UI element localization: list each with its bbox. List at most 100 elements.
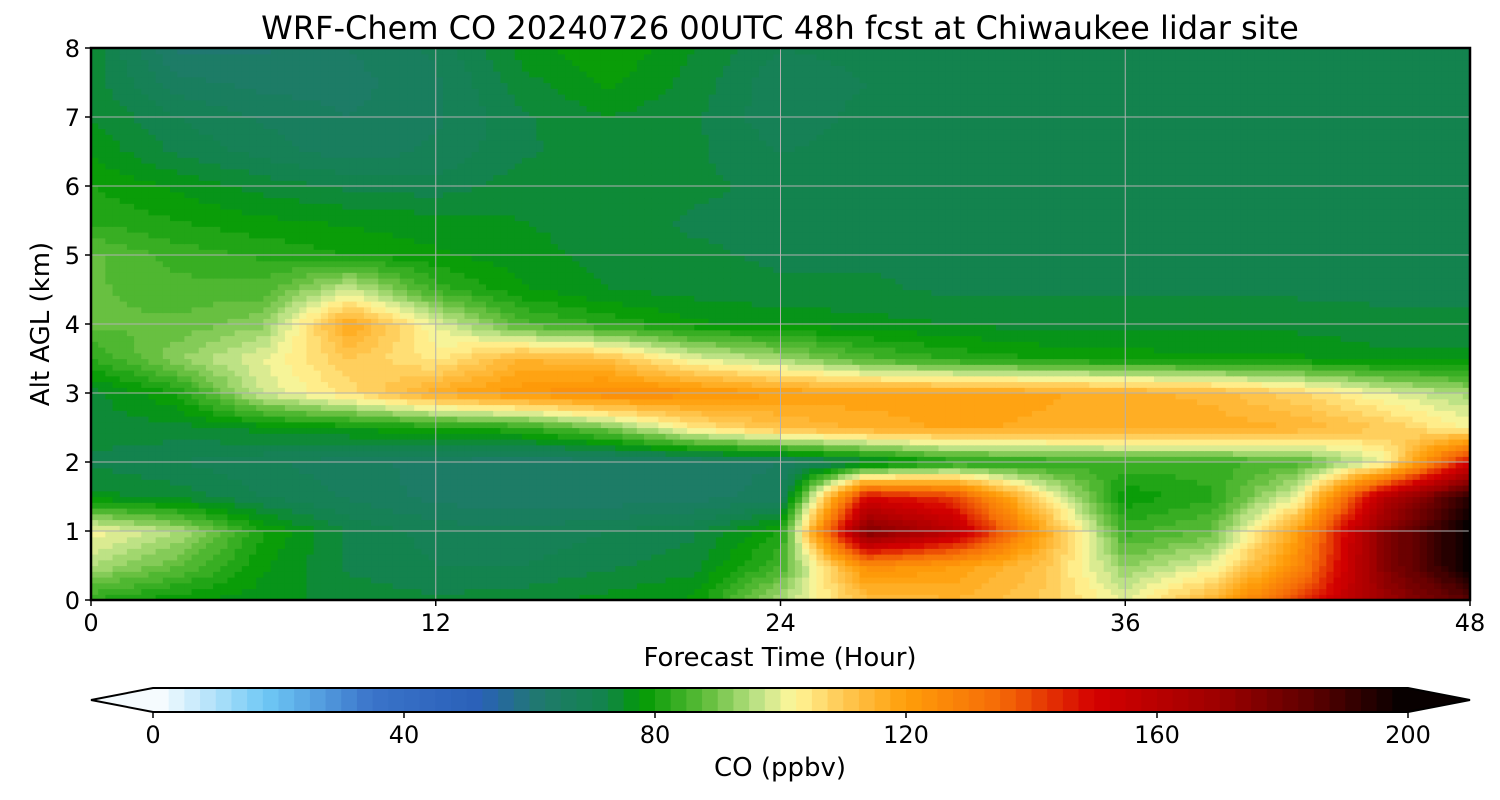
heatmap-cell <box>730 531 738 538</box>
heatmap-cell <box>550 536 559 544</box>
heatmap-cell <box>1003 594 1011 600</box>
heatmap-cell <box>1139 536 1148 544</box>
heatmap-cell <box>191 588 200 595</box>
heatmap-cell <box>514 559 523 567</box>
heatmap-cell <box>644 467 652 475</box>
heatmap-cell <box>665 577 674 584</box>
heatmap-cell <box>1024 554 1033 561</box>
heatmap-cell <box>414 577 422 584</box>
heatmap-cell <box>974 594 983 600</box>
heatmap-cell <box>155 565 164 572</box>
heatmap-cell <box>1074 462 1083 469</box>
heatmap-cell <box>1283 565 1292 572</box>
heatmap-cell <box>1333 548 1342 555</box>
heatmap-cell <box>1089 519 1098 526</box>
heatmap-cell <box>974 542 983 549</box>
heatmap-cell <box>1046 502 1055 509</box>
heatmap-cell <box>845 531 853 538</box>
heatmap-cell <box>478 496 487 503</box>
heatmap-cell <box>644 559 652 567</box>
heatmap-cell <box>241 531 250 538</box>
heatmap-cell <box>909 582 918 590</box>
heatmap-cell <box>464 519 473 526</box>
heatmap-cell <box>277 450 286 457</box>
heatmap-cell <box>830 559 839 567</box>
heatmap-cell <box>184 467 193 475</box>
heatmap-cell <box>737 456 746 463</box>
heatmap-cell <box>478 485 487 492</box>
heatmap-cell <box>536 565 545 572</box>
heatmap-cell <box>694 462 703 469</box>
heatmap-cell <box>500 479 509 486</box>
heatmap-cell <box>744 519 753 526</box>
heatmap-cell <box>126 577 135 584</box>
heatmap-cell <box>888 565 897 572</box>
heatmap-cell <box>895 548 904 555</box>
heatmap-cell <box>1362 473 1371 480</box>
heatmap-cell <box>1326 513 1335 521</box>
heatmap-cell <box>119 513 128 521</box>
heatmap-cell <box>1462 450 1470 457</box>
heatmap-cell <box>873 462 882 469</box>
heatmap-cell <box>162 594 171 600</box>
heatmap-cell <box>529 559 537 567</box>
heatmap-cell <box>687 479 695 486</box>
heatmap-cell <box>809 548 818 555</box>
heatmap-cell <box>320 496 329 503</box>
heatmap-cell <box>1412 462 1421 469</box>
heatmap-cell <box>550 577 559 584</box>
heatmap-cell <box>1340 450 1349 457</box>
heatmap-cell <box>1074 479 1083 486</box>
heatmap-cell <box>378 467 387 475</box>
heatmap-cell <box>1046 536 1055 544</box>
heatmap-cell <box>450 502 458 509</box>
heatmap-cell <box>493 508 501 515</box>
heatmap-cell <box>931 548 940 555</box>
heatmap-cell <box>471 565 480 572</box>
heatmap-cell <box>105 548 114 555</box>
heatmap-cell <box>1082 502 1090 509</box>
heatmap-cell <box>442 565 451 572</box>
heatmap-cell <box>299 508 308 515</box>
heatmap-cell <box>234 479 243 486</box>
heatmap-cell <box>1405 542 1414 549</box>
heatmap-cell <box>1355 577 1363 584</box>
heatmap-cell <box>234 559 243 567</box>
heatmap-cell <box>198 525 207 532</box>
heatmap-cell <box>694 531 703 538</box>
heatmap-cell <box>1290 502 1299 509</box>
heatmap-cell <box>995 582 1004 590</box>
heatmap-cell <box>924 554 932 561</box>
heatmap-cell <box>313 450 322 457</box>
heatmap-cell <box>1146 588 1155 595</box>
heatmap-cell <box>112 444 121 452</box>
heatmap-cell <box>249 582 257 590</box>
heatmap-cell <box>572 519 580 526</box>
heatmap-cell <box>845 519 853 526</box>
heatmap-cell <box>162 531 171 538</box>
heatmap-cell <box>270 467 279 475</box>
heatmap-cell <box>170 513 178 521</box>
heatmap-cell <box>471 531 480 538</box>
heatmap-cell <box>687 490 695 498</box>
heatmap-cell <box>392 519 401 526</box>
heatmap-cell <box>1268 485 1277 492</box>
heatmap-cell <box>1326 496 1335 503</box>
heatmap-cell <box>1232 496 1241 503</box>
heatmap-cell <box>442 467 451 475</box>
heatmap-cell <box>1096 508 1105 515</box>
heatmap-cell <box>1398 473 1406 480</box>
heatmap-cell <box>320 582 329 590</box>
heatmap-cell <box>1103 502 1112 509</box>
heatmap-cell <box>608 594 616 600</box>
heatmap-cell <box>198 554 207 561</box>
heatmap-cell <box>758 473 767 480</box>
heatmap-cell <box>586 525 595 532</box>
heatmap-cell <box>881 525 889 532</box>
heatmap-cell <box>457 559 466 567</box>
heatmap-cell <box>1118 588 1126 595</box>
heatmap-cell <box>1039 559 1047 567</box>
heatmap-cell <box>191 513 200 521</box>
heatmap-cell <box>335 577 343 584</box>
heatmap-cell <box>478 450 487 457</box>
